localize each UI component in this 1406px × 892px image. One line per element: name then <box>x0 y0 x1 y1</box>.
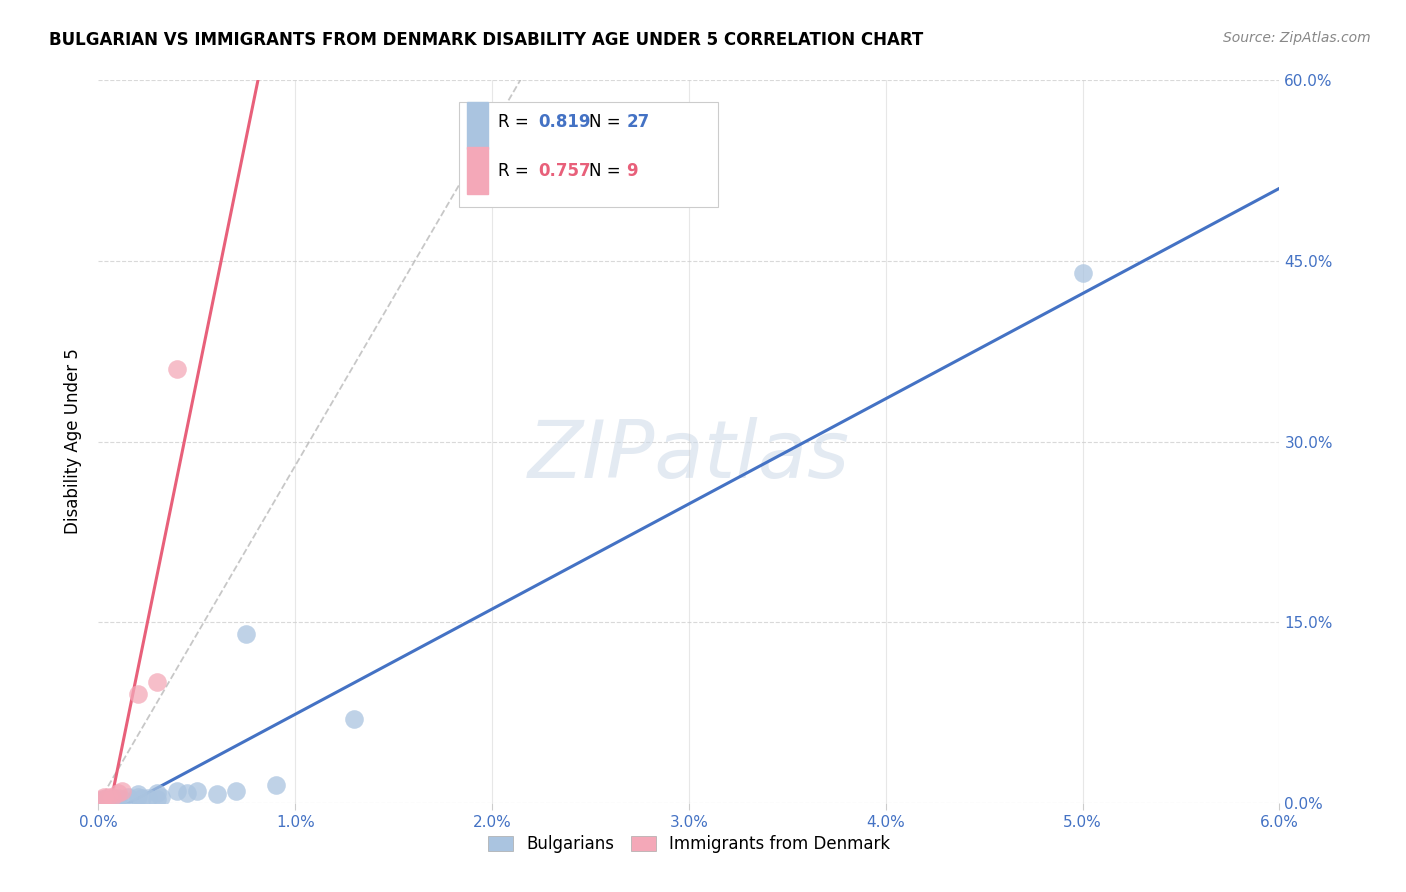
Text: 9: 9 <box>626 161 638 179</box>
Point <box>235 627 257 641</box>
Point <box>96 793 118 807</box>
Text: N =: N = <box>589 161 626 179</box>
Text: 0.757: 0.757 <box>537 161 591 179</box>
Bar <box>467 102 488 149</box>
Point <box>101 789 124 804</box>
Point <box>111 792 134 806</box>
Point <box>111 784 134 798</box>
Point <box>166 784 188 798</box>
Text: N =: N = <box>589 113 626 131</box>
Legend: Bulgarians, Immigrants from Denmark: Bulgarians, Immigrants from Denmark <box>481 828 897 860</box>
Point <box>97 795 120 809</box>
Point <box>146 786 169 800</box>
Point <box>166 362 188 376</box>
Text: 0.819: 0.819 <box>537 113 591 131</box>
Point <box>264 778 287 792</box>
Point <box>107 791 129 805</box>
Point <box>1071 266 1094 280</box>
Point <box>103 793 125 807</box>
Point <box>225 784 247 798</box>
Point <box>146 792 169 806</box>
Point <box>93 792 115 806</box>
Point <box>205 788 228 802</box>
Point <box>127 789 149 804</box>
Point <box>101 792 124 806</box>
Point <box>176 786 198 800</box>
Text: R =: R = <box>498 113 534 131</box>
Point <box>131 791 153 805</box>
Text: Source: ZipAtlas.com: Source: ZipAtlas.com <box>1223 31 1371 45</box>
Point <box>93 789 115 804</box>
Point <box>146 675 169 690</box>
Text: ZIPatlas: ZIPatlas <box>527 417 851 495</box>
Point <box>91 792 114 806</box>
Point <box>343 712 366 726</box>
Point <box>186 784 208 798</box>
Point <box>117 789 139 804</box>
Point <box>97 789 120 804</box>
Text: 27: 27 <box>626 113 650 131</box>
Y-axis label: Disability Age Under 5: Disability Age Under 5 <box>65 349 83 534</box>
FancyBboxPatch shape <box>458 102 718 207</box>
Point <box>93 793 115 807</box>
Point <box>127 788 149 802</box>
Point <box>150 789 173 804</box>
Point <box>98 793 121 807</box>
Bar <box>467 147 488 194</box>
Point <box>107 786 129 800</box>
Point <box>136 791 159 805</box>
Text: R =: R = <box>498 161 534 179</box>
Point <box>91 793 114 807</box>
Text: BULGARIAN VS IMMIGRANTS FROM DENMARK DISABILITY AGE UNDER 5 CORRELATION CHART: BULGARIAN VS IMMIGRANTS FROM DENMARK DIS… <box>49 31 924 49</box>
Point <box>127 687 149 701</box>
